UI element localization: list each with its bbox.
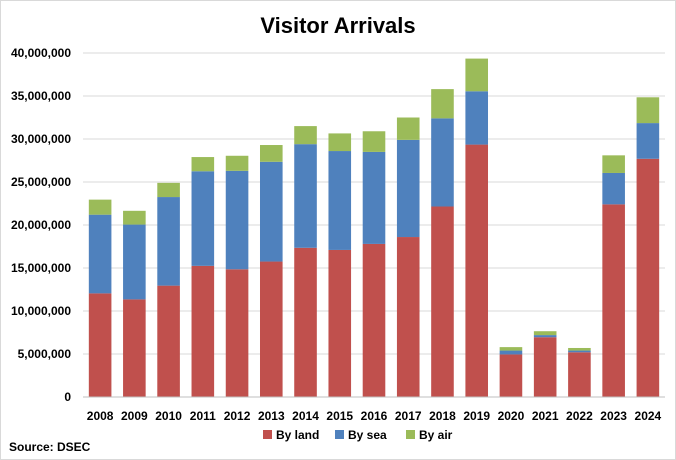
bar-by-sea-2019 [465, 91, 489, 145]
legend-swatch [406, 430, 415, 439]
bar-by-land-2011 [191, 265, 215, 397]
x-tick-label: 2011 [190, 409, 216, 423]
y-tick-label: 15,000,000 [11, 261, 71, 275]
bar-by-air-2012 [225, 155, 249, 171]
bar-by-sea-2013 [259, 161, 283, 262]
x-tick-label: 2013 [258, 409, 285, 423]
bar-by-sea-2016 [362, 151, 386, 244]
bar-by-sea-2022 [568, 350, 591, 353]
bar-by-land-2019 [465, 144, 489, 397]
x-tick-label: 2019 [463, 409, 490, 423]
bar-by-land-2023 [602, 204, 625, 397]
bar-by-sea-2012 [225, 170, 249, 270]
axis-layer: 0 5,000,000 10,000,000 15,000,000 20,000,000… [11, 46, 665, 423]
bar-by-air-2019 [465, 58, 489, 92]
x-tick-label: 2015 [326, 409, 353, 423]
bar-by-land-2015 [328, 249, 352, 397]
y-tick-label: 40,000,000 [11, 46, 71, 60]
x-tick-label: 2009 [121, 409, 148, 423]
bar-by-air-2017 [396, 117, 420, 140]
bar-by-sea-2020 [499, 350, 523, 355]
bar-by-sea-2009 [123, 224, 146, 300]
y-tick-label: 20,000,000 [11, 218, 71, 232]
bar-by-sea-2023 [602, 172, 625, 205]
bar-by-air-2024 [636, 97, 660, 124]
x-tick-label: 2016 [361, 409, 388, 423]
y-tick-label: 0 [64, 390, 71, 404]
bar-by-air-2016 [362, 131, 386, 152]
bar-by-land-2016 [362, 243, 386, 397]
bar-by-air-2013 [259, 145, 283, 162]
bar-by-land-2022 [568, 352, 591, 397]
bar-by-sea-2018 [431, 118, 454, 207]
bar-by-land-2013 [259, 261, 283, 397]
x-tick-label: 2023 [600, 409, 627, 423]
bar-by-land-2020 [499, 354, 523, 397]
y-tick-label: 5,000,000 [18, 347, 72, 361]
x-tick-label: 2022 [566, 409, 593, 423]
bar-by-air-2009 [123, 210, 146, 225]
bar-by-sea-2015 [328, 151, 352, 250]
bar-by-land-2017 [396, 237, 420, 397]
bar-by-air-2023 [602, 155, 625, 173]
x-tick-label: 2010 [155, 409, 182, 423]
x-tick-label: 2012 [224, 409, 251, 423]
bar-by-air-2011 [191, 157, 215, 172]
y-tick-label: 30,000,000 [11, 132, 71, 146]
bar-by-air-2021 [533, 331, 557, 336]
y-tick-label: 35,000,000 [11, 89, 71, 103]
bar-by-land-2010 [157, 285, 180, 397]
chart-title: Visitor Arrivals [260, 13, 415, 38]
bar-by-air-2018 [431, 89, 454, 119]
bar-by-sea-2017 [396, 139, 420, 238]
x-tick-label: 2014 [292, 409, 319, 423]
bar-by-land-2012 [225, 269, 249, 397]
bar-by-sea-2014 [294, 144, 317, 248]
x-tick-label: 2008 [87, 409, 114, 423]
x-tick-label: 2020 [498, 409, 525, 423]
bar-by-land-2018 [431, 206, 454, 397]
x-tick-label: 2017 [395, 409, 422, 423]
bar-by-air-2010 [157, 182, 180, 198]
y-tick-label: 25,000,000 [11, 175, 71, 189]
bar-by-land-2024 [636, 158, 660, 397]
y-tick-label: 10,000,000 [11, 304, 71, 318]
source-note: Source: DSEC [9, 440, 91, 454]
legend-label: By land [276, 428, 319, 442]
x-tick-label: 2024 [635, 409, 662, 423]
legend-swatch [335, 430, 344, 439]
legend-label: By sea [348, 428, 387, 442]
legend-swatch [263, 430, 272, 439]
bar-by-air-2014 [294, 126, 317, 145]
bar-by-air-2022 [568, 347, 591, 351]
bar-by-air-2008 [88, 199, 112, 215]
bar-by-sea-2011 [191, 171, 215, 266]
bar-by-land-2009 [123, 299, 146, 397]
bar-by-land-2008 [88, 293, 112, 397]
x-tick-label: 2021 [532, 409, 559, 423]
bar-layer [88, 58, 660, 397]
bar-by-land-2014 [294, 247, 317, 397]
x-tick-label: 2018 [429, 409, 456, 423]
bar-by-air-2015 [328, 133, 352, 152]
bar-by-sea-2010 [157, 197, 180, 286]
legend: By land By sea By air [263, 428, 453, 442]
bar-by-land-2021 [533, 337, 557, 397]
bar-by-sea-2021 [533, 335, 557, 338]
bar-by-air-2020 [499, 347, 523, 351]
bar-by-sea-2008 [88, 214, 112, 294]
legend-label: By air [419, 428, 453, 442]
bar-by-sea-2024 [636, 123, 660, 159]
